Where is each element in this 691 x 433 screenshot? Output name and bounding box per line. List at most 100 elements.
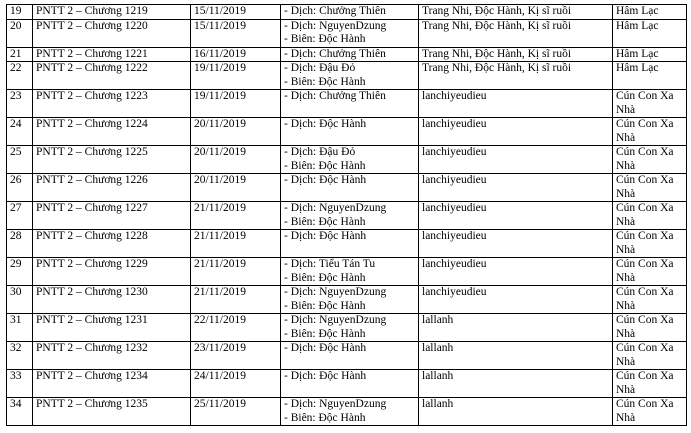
table-row: 28 PNTT 2 – Chương 1228 21/11/2019- Dịch: … [6,229,687,258]
date: 22/11/2019 [190,313,281,342]
date: 24/11/2019 [190,369,281,398]
uploader: Cún Con Xa Nhà [612,341,687,370]
chapter: PNTT 2 – Chương 1231 [32,313,191,342]
proofreaders: lanchiyeudieu [418,117,613,146]
credit-line: - Dịch: Độc Hành [284,118,367,131]
credit-line: - Biên: Độc Hành [284,33,366,45]
proofreaders: Trang Nhi, Độc Hành, Kị sĩ ruồi [418,18,613,48]
credits: - Dịch: Chưởng Thiên [280,46,419,62]
credits: - Dịch: Chưởng Thiên [280,4,419,20]
row-number: 34 [6,397,33,426]
credit-line: - Dịch: NguyenDzung [284,398,387,411]
proofreaders: lanchiyeudieu [418,89,613,118]
uploader: Cún Con Xa Nhà [612,313,687,342]
row-number: 28 [6,229,33,258]
proofreaders: lallanh [418,341,613,370]
credit-line: - Biên: Độc Hành [284,75,366,88]
proofreaders: Trang Nhi, Độc Hành, Kị sĩ ruồi [418,61,613,90]
row-number: 19 [6,4,33,20]
credit-line: - Biên: Độc Hành [284,159,366,172]
row-number: 22 [6,61,33,90]
proofreaders: lanchiyeudieu [418,201,613,230]
credit-line: - Biên: Độc Hành [284,271,366,284]
row-number: 23 [6,89,33,118]
chapter: PNTT 2 – Chương 1227 [32,201,191,230]
proofreaders: lanchiyeudieu [418,173,613,202]
table-row: 27 PNTT 2 – Chương 1227 21/11/2019- Dịch: … [6,201,687,230]
credit-line: - Dịch: Tiểu Tán Tu [284,258,376,271]
proofreaders: lanchiyeudieu [418,229,613,258]
date: 20/11/2019 [190,145,281,174]
proofreaders: Trang Nhi, Độc Hành, Kị sĩ ruồi [418,4,613,20]
table-row: 34 PNTT 2 – Chương 1235 25/11/2019- Dịch: … [6,397,687,426]
proofreaders: lanchiyeudieu [418,285,613,314]
uploader: Cún Con Xa Nhà [612,369,687,398]
chapter: PNTT 2 – Chương 1219 [32,4,191,20]
credit-line: - Dịch: Độc Hành [284,370,367,383]
credit-line: - Dịch: Đậu Đỏ [284,146,356,159]
row-number: 33 [6,369,33,398]
credit-line: - Dịch: Độc Hành [284,230,367,243]
uploader: Hâm Lạc [612,18,687,48]
credit-line: - Dịch: Chưởng Thiên [284,90,386,103]
row-number: 29 [6,257,33,286]
row-number: 27 [6,201,33,230]
credits: - Dịch: NguyenDzung - Biên: Độc Hành [280,313,419,342]
uploader: Hâm Lạc [612,61,687,90]
credit-line: - Dịch: NguyenDzung [284,286,387,299]
uploader: Cún Con Xa Nhà [612,201,687,230]
row-number: 32 [6,341,33,370]
table-row: 26 PNTT 2 – Chương 1226 20/11/2019- Dịch: … [6,173,687,202]
credit-line: - Dịch: Đậu Đỏ [284,62,356,75]
credits: - Dịch: NguyenDzung - Biên: Độc Hành [280,201,419,230]
table-row: 24 PNTT 2 – Chương 1224 20/11/2019- Dịch: … [6,117,687,146]
credit-line: - Biên: Độc Hành [284,215,366,228]
chapter: PNTT 2 – Chương 1222 [32,61,191,90]
table-row: 23 PNTT 2 – Chương 1223 19/11/2019- Dịch: … [6,89,687,118]
date: 21/11/2019 [190,257,281,286]
row-number: 30 [6,285,33,314]
date: 20/11/2019 [190,117,281,146]
credits: - Dịch: NguyenDzung - Biên: Độc Hành [280,18,419,48]
credits: - Dịch: NguyenDzung - Biên: Độc Hành [280,285,419,314]
credits: - Dịch: Độc Hành [280,369,419,398]
table-row: 20 PNTT 2 – Chương 1220 15/11/2019- Dịch: … [6,18,687,48]
table-row: 21 PNTT 2 – Chương 1221 16/11/2019- Dịch: … [6,46,687,62]
credits: - Dịch: Tiểu Tán Tu - Biên: Độc Hành [280,257,419,286]
chapter: PNTT 2 – Chương 1221 [32,46,191,62]
date: 15/11/2019 [190,4,281,20]
date: 19/11/2019 [190,61,281,90]
credit-line: - Dịch: NguyenDzung [284,19,387,32]
row-number: 31 [6,313,33,342]
table-row: 22 PNTT 2 – Chương 1222 19/11/2019- Dịch: … [6,61,687,90]
row-number: 25 [6,145,33,174]
schedule-table: 19 PNTT 2 – Chương 1219 15/11/2019- Dịch: … [6,4,687,426]
table-row: 19 PNTT 2 – Chương 1219 15/11/2019- Dịch: … [6,4,687,20]
credit-line: - Dịch: Độc Hành [284,342,367,355]
chapter: PNTT 2 – Chương 1234 [32,369,191,398]
table-row: 33 PNTT 2 – Chương 1234 24/11/2019- Dịch: … [6,369,687,398]
chapter: PNTT 2 – Chương 1228 [32,229,191,258]
credits: - Dịch: Đậu Đỏ - Biên: Độc Hành [280,61,419,90]
proofreaders: lallanh [418,313,613,342]
chapter: PNTT 2 – Chương 1230 [32,285,191,314]
table-row: 31 PNTT 2 – Chương 1231 22/11/2019- Dịch: … [6,313,687,342]
row-number: 21 [6,46,33,62]
uploader: Cún Con Xa Nhà [612,229,687,258]
credit-line: - Dịch: NguyenDzung [284,314,387,327]
uploader: Cún Con Xa Nhà [612,117,687,146]
credit-line: - Dịch: NguyenDzung [284,202,387,215]
credits: - Dịch: Độc Hành [280,173,419,202]
chapter: PNTT 2 – Chương 1235 [32,397,191,426]
date: 20/11/2019 [190,173,281,202]
date: 15/11/2019 [190,18,281,48]
credits: - Dịch: Đậu Đỏ - Biên: Độc Hành [280,145,419,174]
date: 23/11/2019 [190,341,281,370]
date: 21/11/2019 [190,285,281,314]
credits: - Dịch: Độc Hành [280,229,419,258]
uploader: Hâm Lạc [612,46,687,62]
chapter: PNTT 2 – Chương 1229 [32,257,191,286]
row-number: 20 [6,18,33,48]
credits: - Dịch: NguyenDzung - Biên: Độc Hành [280,397,419,426]
